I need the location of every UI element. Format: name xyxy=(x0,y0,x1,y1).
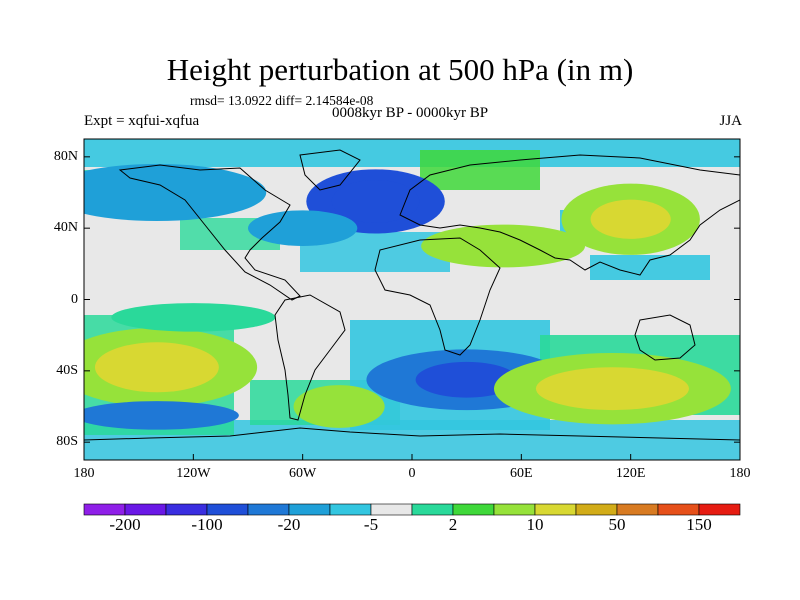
lat-tick-label: 80S xyxy=(56,434,78,450)
anomaly-blob xyxy=(331,180,420,223)
colorbar-tick-label: -100 xyxy=(191,515,223,534)
colorbar-swatch xyxy=(247,503,290,516)
colorbar-swatch xyxy=(616,503,659,516)
lat-tick-label: 0 xyxy=(71,291,78,307)
lon-tick-label: 0 xyxy=(408,466,416,481)
coast-eurasia xyxy=(399,154,740,276)
south-asia-band xyxy=(590,255,710,280)
colorbar-tick-label: -200 xyxy=(109,515,141,534)
lat-tick-label: 80N xyxy=(53,148,78,164)
lon-tick-label: 60E xyxy=(510,466,533,481)
colorbar-swatch xyxy=(206,503,249,516)
colorbar-tick-label: 2 xyxy=(448,515,458,534)
anomaly-blob xyxy=(247,210,358,247)
season-label: JJA xyxy=(719,113,742,129)
lon-tick-label: 120E xyxy=(615,466,646,481)
coast-antarctica xyxy=(84,427,740,441)
colorbar-swatch xyxy=(124,503,167,516)
colorbar-swatch xyxy=(83,503,126,516)
lat-tick-marks xyxy=(84,156,740,443)
lon-tick-label: 60W xyxy=(289,466,317,481)
plot-subtitle: 0008kyr BP - 0000kyr BP xyxy=(331,105,489,121)
lon-tick-label: 180 xyxy=(729,466,751,481)
colorbar-swatch xyxy=(493,503,536,516)
coast-australia xyxy=(634,314,696,361)
colorbar-swatch xyxy=(575,503,618,516)
colorbar-swatch xyxy=(370,503,413,516)
coast-north-america xyxy=(118,164,301,301)
colorbar-tick-label: 50 xyxy=(608,515,626,534)
colorbar-swatch xyxy=(411,503,454,516)
coast-greenland xyxy=(299,149,361,191)
lon-tick-label: 180 xyxy=(73,466,95,481)
colorbar-swatch xyxy=(329,503,372,516)
colorbar-swatch xyxy=(698,503,741,516)
colorbar-tick-label: 10 xyxy=(526,515,544,534)
anomaly-blob xyxy=(94,342,219,393)
coast-south-america xyxy=(274,294,346,421)
anomaly-blob xyxy=(111,303,276,332)
scandinavia-band xyxy=(420,150,540,190)
colorbar-swatch xyxy=(165,503,208,516)
colorbar-swatch xyxy=(452,503,495,516)
anomaly-blob xyxy=(84,163,267,222)
lon-tick-label: 120W xyxy=(176,466,211,481)
experiment-label: Expt = xqfui-xqfua xyxy=(84,113,200,129)
anomaly-blob xyxy=(421,224,586,268)
colorbar-tick-label: -5 xyxy=(363,515,379,534)
lon-tick-marks xyxy=(83,454,741,460)
plot-title: Height perturbation at 500 hPa (in m) xyxy=(166,52,634,87)
colorbar-swatch xyxy=(288,503,331,516)
colorbar-swatch xyxy=(534,503,577,516)
anomaly-blob xyxy=(415,361,518,398)
colorbar-swatch xyxy=(657,503,700,516)
anomaly-blob xyxy=(84,401,239,430)
colorbar-tick-label: -20 xyxy=(277,515,301,534)
lat-tick-label: 40S xyxy=(56,362,78,378)
colorbar-tick-label: 150 xyxy=(686,515,712,534)
colorbar xyxy=(83,503,741,516)
coast-africa xyxy=(374,237,501,356)
arctic-band xyxy=(84,139,740,167)
anomaly-blob xyxy=(293,385,385,428)
anomaly-blob xyxy=(535,367,689,411)
lat-tick-label: 40N xyxy=(53,220,78,236)
coastlines xyxy=(84,149,740,441)
stats-readout: rmsd= 13.0922 diff= 2.14584e-08 xyxy=(190,93,374,108)
anomaly-blob xyxy=(590,199,671,239)
